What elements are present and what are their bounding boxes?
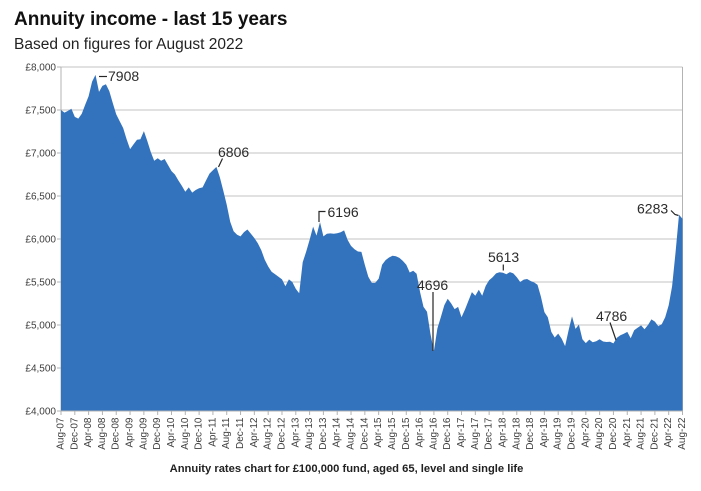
svg-text:6283: 6283	[637, 201, 668, 217]
svg-text:£4,000: £4,000	[25, 406, 56, 417]
svg-text:7908: 7908	[108, 68, 139, 84]
svg-text:4696: 4696	[417, 277, 448, 293]
svg-text:£5,000: £5,000	[25, 320, 56, 331]
svg-text:Aug-20: Aug-20	[594, 417, 605, 450]
svg-text:Dec-20: Dec-20	[608, 417, 619, 450]
svg-text:£5,500: £5,500	[25, 277, 56, 288]
svg-text:Dec-15: Dec-15	[401, 417, 412, 450]
svg-text:Apr-12: Apr-12	[249, 417, 260, 447]
svg-text:Apr-15: Apr-15	[373, 417, 384, 447]
svg-text:Apr-21: Apr-21	[622, 417, 633, 447]
svg-text:Apr-18: Apr-18	[497, 417, 508, 447]
svg-text:5613: 5613	[488, 249, 519, 265]
svg-text:Aug-13: Aug-13	[304, 417, 315, 450]
svg-text:Apr-09: Apr-09	[125, 417, 136, 447]
svg-text:4786: 4786	[596, 308, 627, 324]
svg-text:Aug-07: Aug-07	[56, 417, 67, 450]
svg-text:Apr-08: Apr-08	[83, 417, 94, 447]
svg-text:Aug-18: Aug-18	[511, 417, 522, 450]
svg-text:£6,500: £6,500	[25, 191, 56, 202]
svg-text:Aug-22: Aug-22	[677, 417, 688, 450]
svg-text:Dec-21: Dec-21	[649, 417, 660, 450]
svg-text:Aug-11: Aug-11	[221, 417, 232, 449]
svg-text:Aug-10: Aug-10	[180, 417, 191, 450]
svg-text:Dec-18: Dec-18	[525, 417, 536, 450]
svg-text:£6,000: £6,000	[25, 234, 56, 245]
svg-text:Aug-12: Aug-12	[263, 417, 274, 450]
svg-text:Dec-07: Dec-07	[69, 417, 80, 450]
svg-text:Aug-15: Aug-15	[387, 417, 398, 450]
svg-text:Apr-20: Apr-20	[580, 417, 591, 447]
svg-text:Dec-14: Dec-14	[359, 417, 370, 450]
svg-text:Apr-10: Apr-10	[166, 417, 177, 447]
svg-text:Apr-16: Apr-16	[415, 417, 426, 447]
svg-text:Aug-19: Aug-19	[553, 417, 564, 450]
svg-text:Apr-17: Apr-17	[456, 417, 467, 447]
svg-text:Dec-11: Dec-11	[235, 417, 246, 449]
svg-text:£7,500: £7,500	[25, 105, 56, 116]
svg-text:Apr-22: Apr-22	[663, 417, 674, 447]
svg-text:£8,000: £8,000	[25, 62, 56, 73]
svg-text:Apr-11: Apr-11	[207, 417, 218, 447]
svg-text:Aug-17: Aug-17	[470, 417, 481, 450]
svg-text:Apr-19: Apr-19	[539, 417, 550, 447]
svg-text:Apr-14: Apr-14	[332, 417, 343, 447]
svg-text:Aug-08: Aug-08	[97, 417, 108, 450]
svg-text:Dec-16: Dec-16	[442, 417, 453, 450]
svg-text:Dec-10: Dec-10	[194, 417, 205, 450]
svg-text:£4,500: £4,500	[25, 363, 56, 374]
svg-text:Aug-09: Aug-09	[138, 417, 149, 450]
svg-text:Dec-13: Dec-13	[318, 417, 329, 450]
svg-text:Dec-17: Dec-17	[484, 417, 495, 450]
svg-text:Dec-08: Dec-08	[111, 417, 122, 450]
svg-text:Dec-12: Dec-12	[276, 417, 287, 450]
svg-text:Aug-21: Aug-21	[636, 417, 647, 450]
svg-text:Aug-16: Aug-16	[428, 417, 439, 450]
svg-text:Apr-13: Apr-13	[290, 417, 301, 447]
svg-text:Dec-19: Dec-19	[567, 417, 578, 450]
svg-text:6196: 6196	[328, 204, 359, 220]
svg-text:6806: 6806	[218, 144, 249, 160]
svg-text:£7,000: £7,000	[25, 148, 56, 159]
svg-text:Dec-09: Dec-09	[152, 417, 163, 450]
svg-text:Aug-14: Aug-14	[346, 417, 357, 450]
